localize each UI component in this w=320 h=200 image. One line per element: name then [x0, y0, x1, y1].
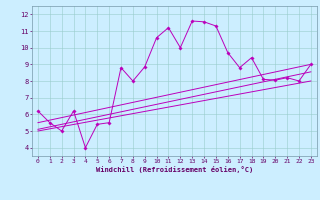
X-axis label: Windchill (Refroidissement éolien,°C): Windchill (Refroidissement éolien,°C)	[96, 166, 253, 173]
